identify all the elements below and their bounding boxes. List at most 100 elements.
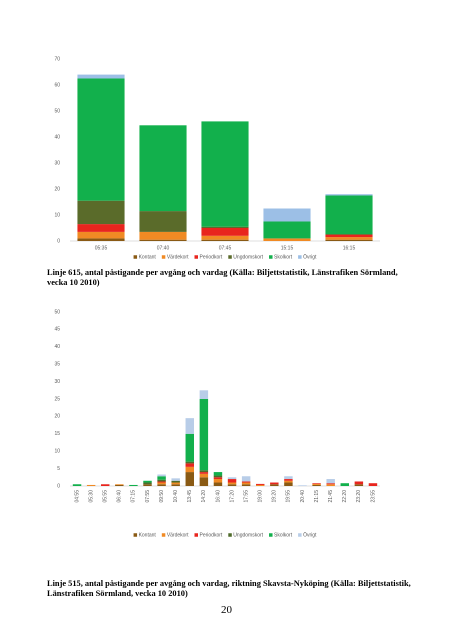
bar-segment [101,484,110,486]
x-tick-label: 07:15 [131,490,137,503]
bar-segment [199,472,209,474]
bar-segment [185,466,194,473]
y-tick-label: 50 [54,108,60,114]
bar-segment [213,472,223,476]
y-tick-label: 70 [54,56,60,62]
bar-segment [298,485,307,486]
bar-segment [201,121,249,227]
bar-segment [171,482,180,485]
bar-segment [284,476,293,480]
bar-segment [185,418,194,434]
bar-segment [115,484,124,485]
x-tick-label: 05:30 [88,490,94,503]
y-tick-label: 45 [54,327,60,333]
bar-segment [263,208,311,222]
bar-segment [213,479,223,483]
bar-segment [157,476,166,480]
bar-segment [227,484,237,486]
bar-segment [139,231,187,240]
bar-segment [312,483,321,485]
legend-swatch [161,533,166,537]
y-tick-label: 30 [54,160,60,166]
legend-label: Skolkort [274,254,293,260]
x-tick-label: 17:20 [229,490,235,503]
bar-segment [171,480,180,483]
x-tick-label: 19:20 [272,490,278,503]
caption: Linje 515, antal påstigande per avgång o… [47,579,411,598]
bar-segment [270,482,279,485]
x-tick-label: 21:15 [314,490,320,503]
x-tick-label: 04:55 [74,490,80,503]
legend-swatch [269,533,273,537]
bar-segment [284,479,293,481]
bar-segment [201,226,249,228]
bar-segment [199,399,209,471]
bar-segment [354,481,364,485]
bar-segment [312,483,321,484]
legend-swatch [228,533,232,537]
legend-label: Ungdomskort [233,254,263,260]
y-tick-label: 10 [54,449,60,455]
y-tick-label: 30 [54,379,60,385]
bar-segment [325,195,373,235]
bar-segment [77,74,125,79]
y-tick-label: 35 [54,362,60,368]
legend-label: Periodkort [200,254,223,260]
bar-segment [129,484,138,486]
legend-label: Värdekort [167,254,189,260]
legend-swatch [228,255,232,259]
bar-segment [171,478,180,481]
x-tick-label: 22:20 [342,490,348,503]
bar-segment [354,484,364,486]
bar-segment [199,477,209,486]
bar-segment [213,477,223,480]
bar-segment [77,231,125,239]
bar-segment [199,473,209,478]
bar-segment [157,474,166,477]
y-tick-label: 40 [54,344,60,350]
bar-segment [263,238,311,241]
bar-segment [185,461,194,464]
legend-label: Kontant [139,254,157,260]
legend-label: Skolkort [274,532,293,538]
y-tick-label: 60 [54,82,60,88]
bar-segment [139,125,187,212]
x-tick-label: 16:15 [343,245,356,251]
legend-swatch [269,255,273,259]
bar-segment [157,481,166,483]
x-tick-label: 06:40 [117,490,123,503]
x-tick-label: 23:20 [356,490,362,503]
x-tick-label: 07:45 [219,245,232,251]
x-tick-label: 10:40 [173,490,179,503]
bar-segment [326,479,335,484]
legend-swatch [194,255,198,259]
bar-segment [77,200,125,225]
x-tick-label: 07:40 [157,245,170,251]
bar-segment [143,482,152,485]
bar-segment [256,483,265,485]
bar-segment [201,228,249,236]
legend-label: Periodkort [200,532,223,538]
y-tick-label: 5 [57,466,60,472]
bar-segment [241,476,251,482]
x-tick-label: 23:55 [370,490,376,503]
y-tick-label: 25 [54,396,60,402]
y-tick-label: 50 [54,309,60,315]
x-tick-label: 20:40 [300,490,306,503]
bar-segment [325,194,373,196]
bar-segment [312,484,321,486]
caption: Linje 615, antal påstigande per avgång o… [47,268,398,287]
bar-segment [185,433,194,462]
legend-label: Övrigt [303,253,317,260]
bar-segment [157,484,166,486]
bar-segment [340,483,349,486]
x-tick-label: 19:55 [286,490,292,503]
bar-segment [213,482,223,486]
bar-segment [325,234,373,238]
y-tick-label: 0 [57,483,60,489]
x-tick-label: 14:20 [201,490,207,503]
bar-segment [171,484,180,486]
x-tick-label: 21:45 [328,490,334,503]
bar-segment [77,224,125,232]
